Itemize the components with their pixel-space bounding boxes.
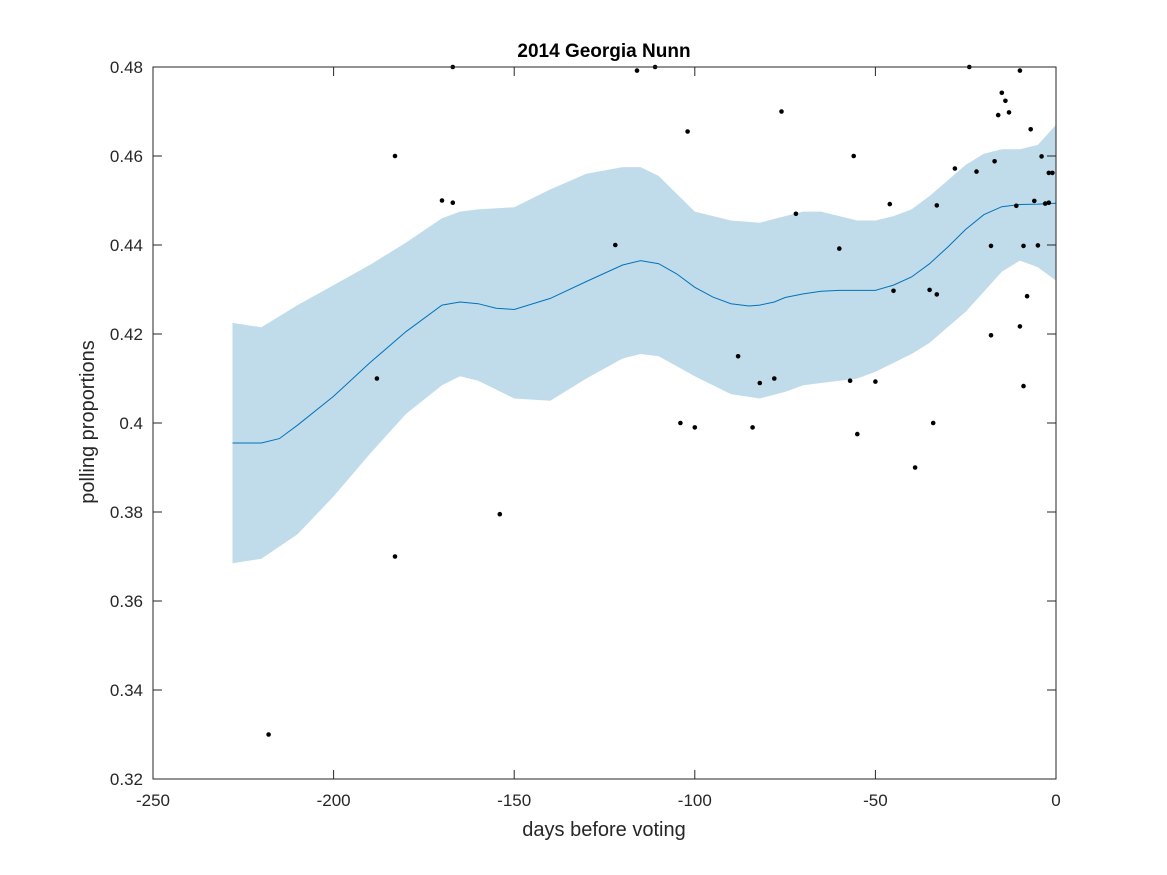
data-point [266,732,271,737]
data-point [750,425,755,430]
data-point [772,376,777,381]
data-point [793,211,799,217]
data-point [992,159,997,164]
data-point [1046,170,1052,176]
data-point [934,292,940,297]
data-point [988,333,994,338]
data-point [634,68,640,73]
data-point [1046,200,1052,205]
data-point [1050,170,1055,176]
data-point [1003,98,1008,104]
data-point [837,246,842,251]
y-tick-label: 0.4 [119,414,143,433]
x-tick-label: -50 [863,791,888,810]
mean-line [232,202,1057,444]
confidence-band [232,124,1056,564]
data-point [497,511,503,517]
y-tick-label: 0.32 [110,770,143,789]
data-point [912,465,918,470]
data-point [847,378,853,384]
chart-title: 2014 Georgia Nunn [517,41,690,62]
data-point [999,90,1005,96]
data-point [873,379,878,384]
data-point [1017,68,1023,73]
data-point [1006,110,1012,115]
data-point [891,288,896,294]
data-point [855,431,860,437]
y-tick-label: 0.38 [110,503,143,522]
data-point [887,201,893,207]
data-point [779,109,784,114]
x-tick-label: -150 [497,791,531,810]
data-point [392,554,398,559]
data-point [1035,243,1041,248]
x-tick-label: -200 [317,791,351,810]
data-point [1014,203,1019,209]
x-tick-label: -250 [136,791,170,810]
y-tick-label: 0.42 [110,325,143,344]
y-tick-label: 0.48 [110,58,143,77]
data-point [988,243,994,249]
x-tick-label: 0 [1051,791,1060,810]
plot-area: -250 -200 -150 -100 -50 0 0.32 0.34 0.36 0.38 0.4 0… [110,58,1061,810]
data-point [1024,293,1030,299]
data-point [995,112,1001,118]
data-point [851,153,856,159]
x-axis-label: days before voting [522,819,685,841]
data-point [757,380,763,386]
data-point [1028,127,1033,132]
x-tick-label: -100 [678,791,712,810]
data-point [678,420,683,426]
data-point [1042,201,1048,206]
data-point [927,287,932,293]
y-tick-label: 0.44 [110,236,143,255]
data-point [685,129,690,134]
data-point [934,203,940,208]
data-point [974,169,979,174]
data-point [930,420,936,426]
data-point [952,166,958,171]
data-point [374,376,380,381]
y-tick-label: 0.36 [110,592,143,611]
data-point [1017,324,1023,329]
data-point [613,242,618,248]
data-point [1021,243,1026,249]
data-point [439,198,445,203]
data-point [1032,198,1037,204]
data-point [692,425,698,430]
data-point [392,153,398,159]
y-tick-label: 0.34 [110,681,143,700]
data-point [1021,383,1026,389]
y-axis-label: polling proportions [77,340,99,503]
data-point [735,354,741,359]
data-point [1039,154,1044,159]
data-point [450,200,456,205]
y-tick-label: 0.46 [110,147,143,166]
